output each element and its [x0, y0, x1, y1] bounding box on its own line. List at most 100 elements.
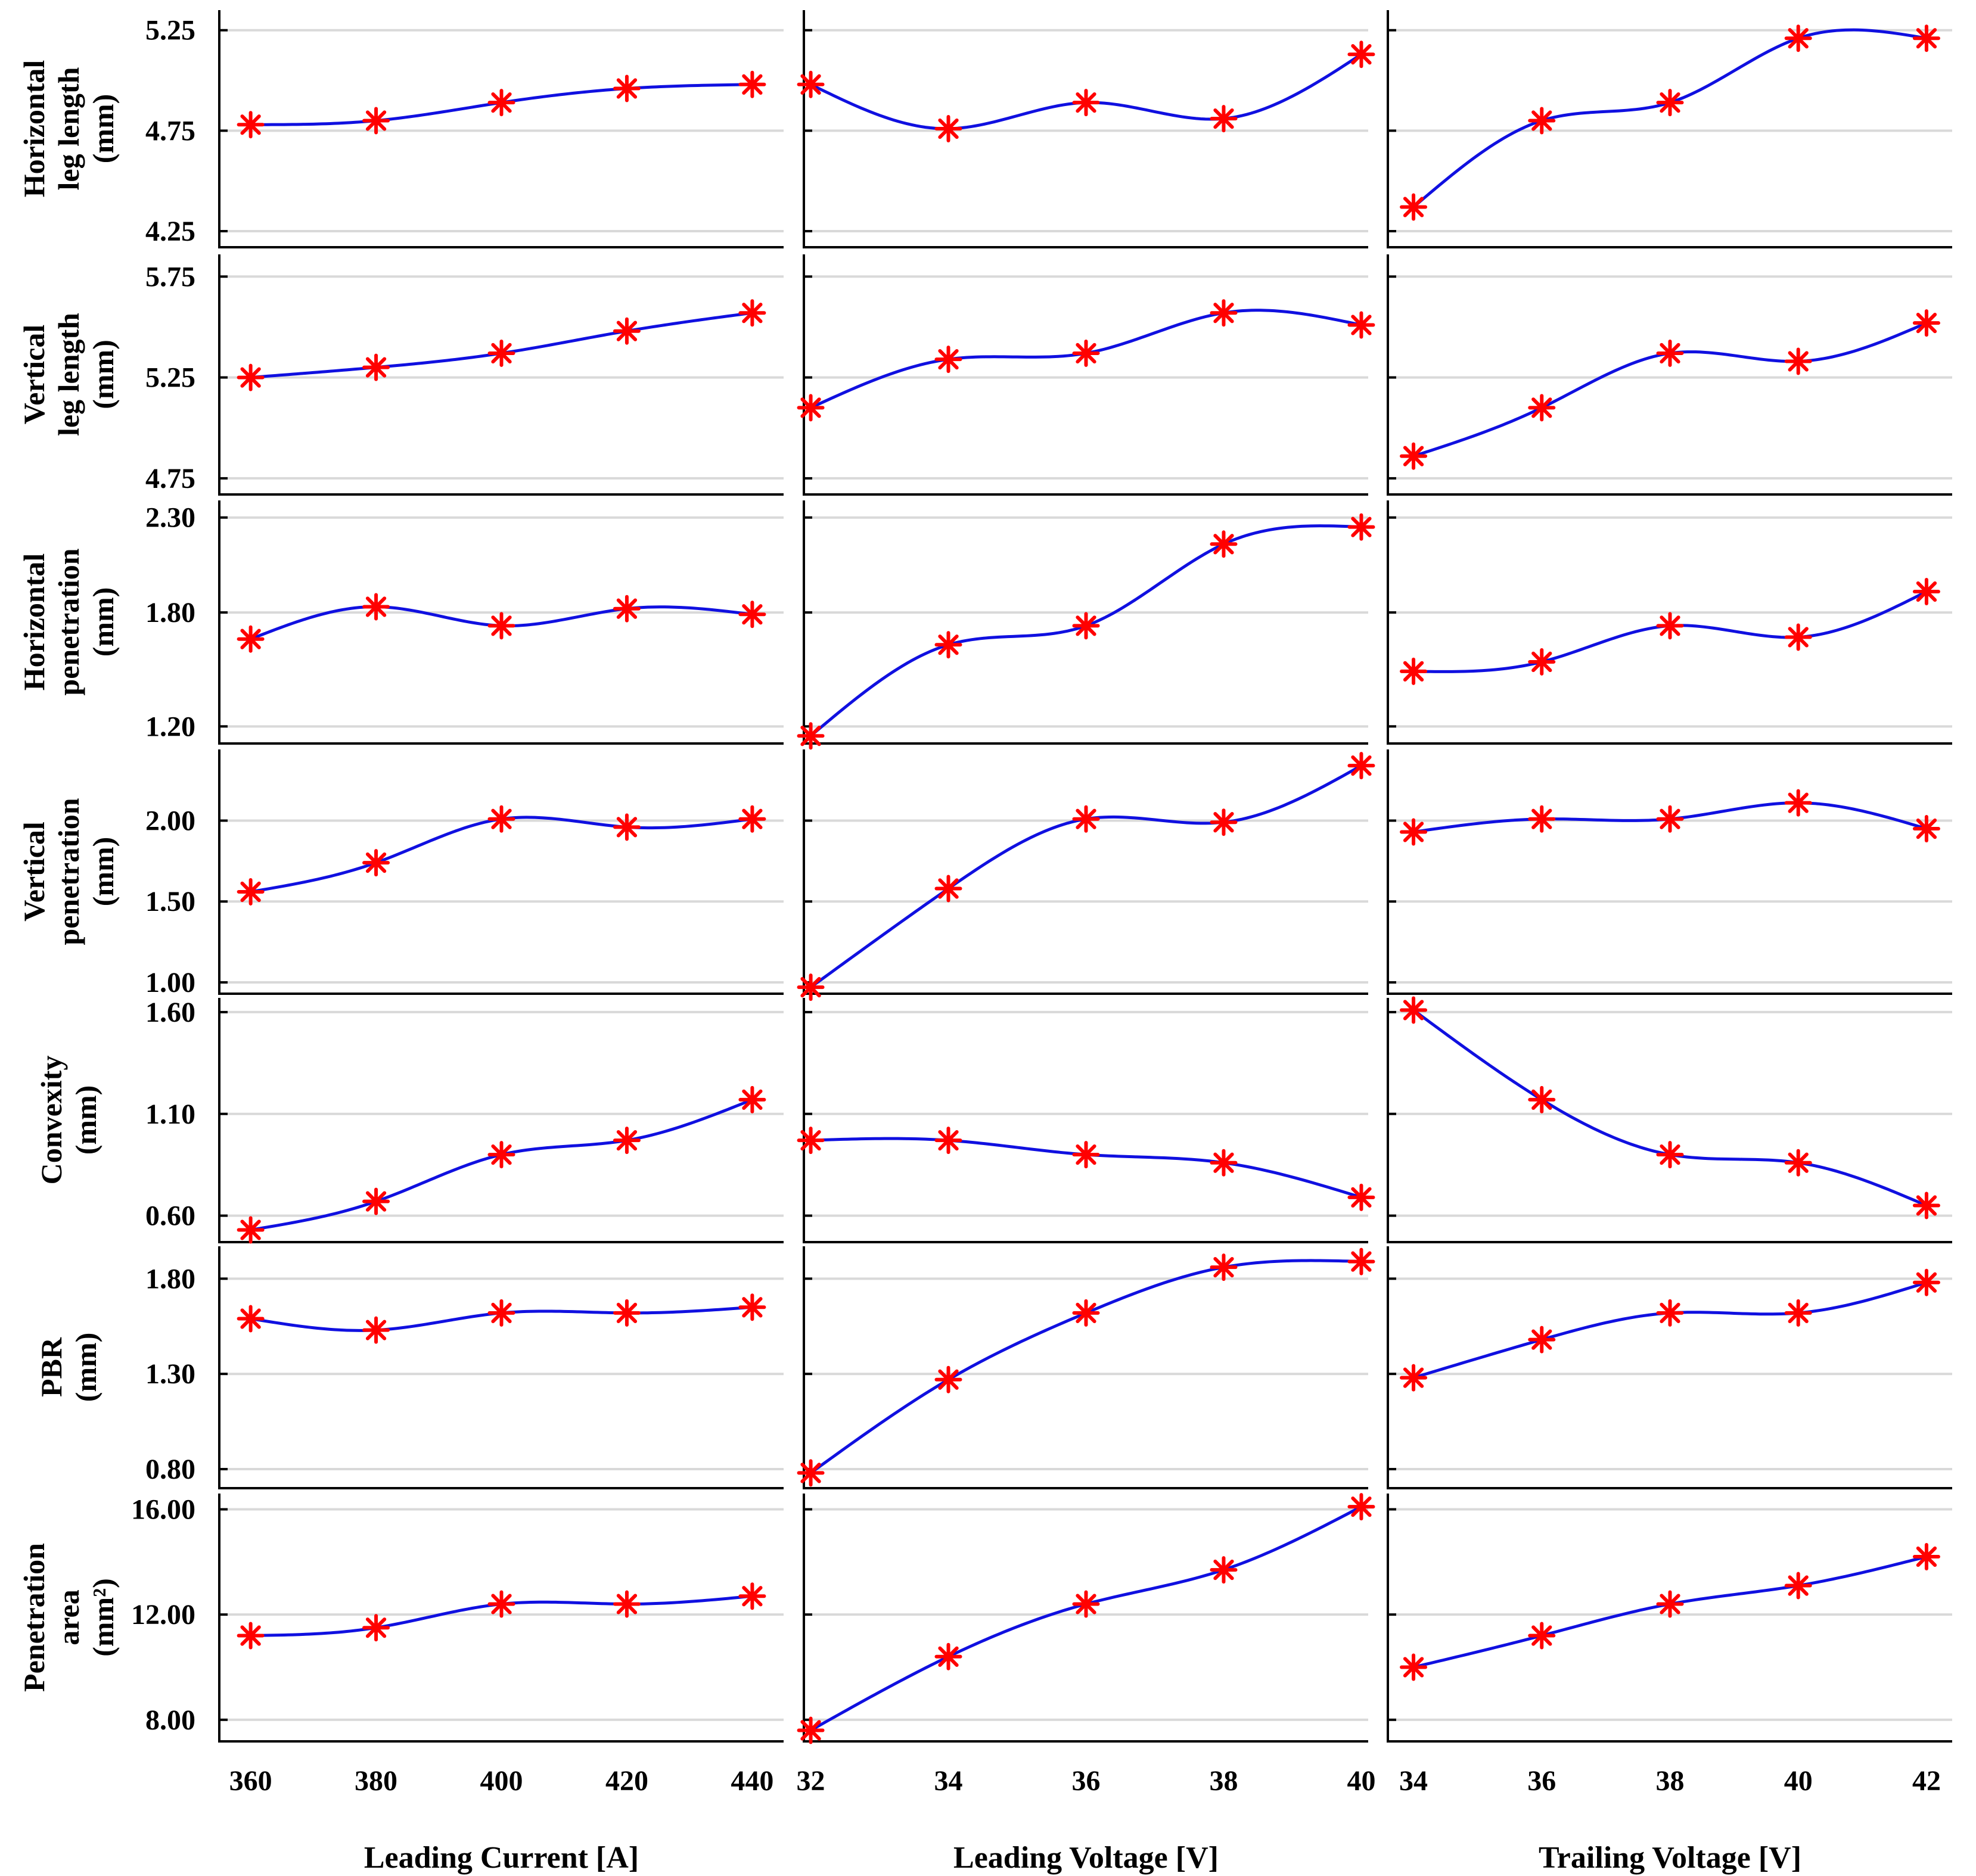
marker-stroke	[240, 1308, 261, 1329]
y-tick-label: 4.75	[145, 115, 195, 147]
marker-stroke	[491, 808, 512, 829]
marker-stroke	[616, 321, 638, 341]
marker-stroke	[491, 343, 512, 364]
row-5-ylabel: PBR (mm)	[35, 1333, 102, 1402]
marker-stroke	[1213, 108, 1234, 129]
marker-stroke	[1213, 1559, 1234, 1581]
data-point	[797, 973, 825, 1001]
x-tick-label: 440	[731, 1765, 773, 1797]
data-point	[1912, 1191, 1940, 1219]
data-point	[1912, 309, 1940, 337]
row-2-ylabel: Horizontal penetration (mm)	[17, 548, 120, 695]
data-point	[934, 346, 962, 374]
x-tick-label: 36	[1072, 1765, 1101, 1797]
ylabel-line: leg length	[52, 313, 85, 436]
data-point	[487, 1590, 515, 1618]
data-point	[1072, 1299, 1100, 1327]
data-point	[487, 339, 515, 367]
ylabel-line: (mm)	[86, 94, 120, 164]
data-point	[1400, 442, 1428, 470]
marker-stroke	[1788, 792, 1809, 813]
marker-stroke	[1351, 517, 1372, 537]
data-point	[1400, 1653, 1428, 1681]
data-point	[797, 1716, 825, 1744]
panel-r6-c0: 8.00 12.00 16.00 360 380 400 420 440 Leading Cur…	[131, 1494, 784, 1875]
marker-stroke	[1351, 315, 1372, 335]
data-point	[1656, 1590, 1684, 1618]
marker-stroke	[1076, 343, 1096, 364]
marker-stroke	[1916, 28, 1937, 49]
marker-stroke	[240, 1625, 261, 1646]
data-point	[1656, 612, 1684, 640]
marker-stroke	[1076, 1594, 1096, 1614]
marker-stroke	[1916, 818, 1937, 839]
panel-r5-c2	[1387, 1246, 1952, 1489]
marker-stroke	[742, 303, 763, 323]
panel-r1-c1	[797, 254, 1375, 496]
marker-stroke	[938, 118, 959, 139]
marker-stroke	[1076, 1302, 1096, 1324]
series-curve	[810, 764, 1362, 989]
marker-stroke	[1660, 92, 1680, 113]
marker-stroke	[1403, 1367, 1424, 1388]
data-point	[1347, 311, 1375, 339]
marker-stroke	[1660, 808, 1680, 829]
data-point	[1528, 805, 1556, 833]
x-axis-title: Trailing Voltage [V]	[1539, 1841, 1801, 1875]
marker-stroke	[938, 1369, 959, 1390]
data-point	[362, 1187, 390, 1215]
y-tick-label: 8.00	[145, 1704, 195, 1736]
marker-stroke	[1660, 1594, 1680, 1614]
x-axis-title: Leading Current [A]	[364, 1841, 639, 1875]
row-4-ylabel: Convexity (mm)	[35, 1056, 102, 1185]
data-point	[1784, 789, 1812, 817]
data-point	[1784, 347, 1812, 375]
data-point	[797, 70, 825, 98]
marker-stroke	[1531, 1329, 1552, 1350]
panel-r0-c1	[797, 10, 1375, 248]
panel-r4-c2	[1387, 996, 1952, 1243]
marker-stroke	[491, 1144, 512, 1165]
marker-stroke	[240, 114, 261, 135]
marker-stroke	[616, 78, 638, 99]
y-tick-label: 1.00	[145, 967, 195, 998]
marker-stroke	[938, 349, 959, 370]
x-tick-label: 400	[480, 1765, 523, 1797]
x-tick-label: 380	[355, 1765, 397, 1797]
marker-stroke	[1788, 28, 1809, 49]
x-tick-label: 38	[1209, 1765, 1238, 1797]
data-point	[1528, 1326, 1556, 1354]
data-point	[738, 1085, 766, 1113]
y-tick-label: 4.25	[145, 216, 195, 247]
y-tick-label: 0.60	[145, 1200, 195, 1232]
x-tick-label: 36	[1527, 1765, 1556, 1797]
data-point	[1784, 24, 1812, 52]
data-point	[613, 1299, 641, 1327]
data-point	[1210, 105, 1238, 133]
ylabel-line: (mm)	[86, 837, 120, 907]
marker-stroke	[938, 1646, 959, 1667]
panel-r6-c2: 34 36 38 40 42 Trailing Voltage [V]	[1387, 1494, 1952, 1875]
marker-stroke	[1076, 1144, 1096, 1165]
y-tick-label: 12.00	[131, 1599, 195, 1631]
y-tick-label: 1.20	[145, 711, 195, 742]
panel-r5-c0: 0.80 1.30 1.80	[145, 1246, 784, 1489]
data-point	[738, 1582, 766, 1610]
marker-stroke	[1916, 1195, 1937, 1216]
x-tick-label: 40	[1784, 1765, 1813, 1797]
marker-stroke	[1076, 615, 1096, 636]
panel-r5-c1	[797, 1246, 1375, 1489]
marker-stroke	[1076, 92, 1096, 113]
series-curve	[1412, 28, 1927, 209]
data-point	[934, 1642, 962, 1670]
marker-stroke	[1403, 446, 1424, 466]
marker-stroke	[365, 357, 387, 378]
data-point	[1072, 89, 1100, 117]
data-point	[797, 1459, 825, 1487]
marker-stroke	[240, 629, 261, 649]
marker-stroke	[1213, 1257, 1234, 1278]
marker-stroke	[800, 1720, 821, 1741]
marker-stroke	[616, 1594, 638, 1614]
marker-stroke	[1916, 1546, 1937, 1567]
data-point	[237, 878, 265, 906]
